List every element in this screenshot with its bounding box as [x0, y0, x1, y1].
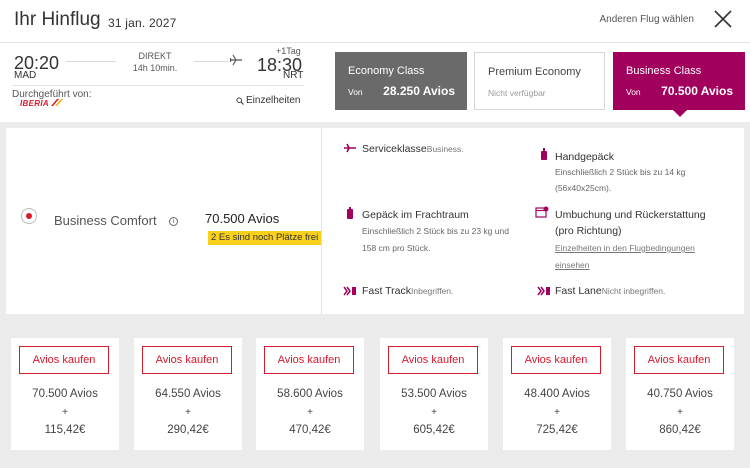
hand-baggage-line2: (56x40x25cm).	[555, 183, 612, 193]
feature-note: Inbegriffen.	[411, 286, 454, 296]
feature-title: Fast Track	[362, 285, 412, 297]
flight-header: Ihr Hinflug 31 jan. 2027 Anderen Flug wä…	[0, 0, 750, 122]
buy-avios-button[interactable]: Avios kaufen	[511, 346, 601, 374]
details-link[interactable]: Einzelheiten	[246, 95, 301, 106]
day-offset: +1Tag	[276, 46, 301, 56]
option-plus: +	[62, 407, 68, 418]
option-plus: +	[431, 407, 437, 418]
feature-note: Business.	[426, 144, 464, 154]
avios-option-card: Avios kaufen 53.500 Avios + 605,42€	[380, 338, 488, 450]
buy-avios-button[interactable]: Avios kaufen	[634, 346, 724, 374]
checked-baggage-line2: 158 cm pro Stück.	[362, 243, 431, 253]
fare-name: Business Comfort	[54, 213, 157, 228]
seats-left-badge: 2 Es sind noch Plätze frei	[208, 231, 322, 245]
cabin-name: Economy Class	[348, 65, 425, 77]
feature-hand-baggage-title: Handgepäck	[555, 151, 614, 163]
feature-fast-track: Fast TrackInbegriffen.	[362, 285, 453, 297]
arrival-time: 18:30	[257, 55, 303, 75]
panel-divider	[321, 128, 322, 314]
buy-avios-button[interactable]: Avios kaufen	[19, 346, 109, 374]
option-avios: 53.500 Avios	[401, 388, 467, 400]
option-price: 860,42€	[659, 424, 701, 436]
cabin-from-label: Von	[348, 87, 363, 97]
plane-icon	[230, 54, 242, 66]
cabin-business-button[interactable]: Business Class Von 70.500 Avios	[613, 52, 745, 110]
feature-checked-baggage-title: Gepäck im Frachtraum	[362, 209, 469, 221]
flight-date: 31 jan. 2027	[108, 16, 177, 30]
feature-changes-title: Umbuchung und Rückerstattung	[555, 209, 706, 221]
arrival-airport: NRT	[283, 70, 304, 81]
option-price: 605,42€	[413, 424, 455, 436]
selected-cabin-indicator	[673, 110, 687, 117]
option-price: 115,42€	[44, 424, 86, 436]
cabin-unavailable-label: Nicht verfügbar	[488, 88, 546, 98]
fast-lane-icon	[537, 286, 550, 296]
option-plus: +	[185, 407, 191, 418]
cabin-name: Business Class	[626, 65, 702, 77]
header-divider	[0, 42, 750, 43]
hand-baggage-icon	[541, 148, 547, 160]
option-avios: 40.750 Avios	[647, 388, 713, 400]
option-plus: +	[307, 407, 313, 418]
avios-option-card: Avios kaufen 70.500 Avios + 115,42€	[11, 338, 119, 450]
hand-baggage-line1: Einschließlich 2 Stück bis zu 14 kg	[555, 167, 686, 177]
airplane-seat-icon	[344, 143, 356, 153]
stops-label: DIREKT	[138, 51, 172, 61]
fare-rules-link-cont[interactable]: einsehen	[555, 260, 590, 270]
route-line-left	[66, 61, 116, 62]
feature-title: Fast Lane	[555, 285, 602, 297]
cabin-price: 28.250 Avios	[383, 84, 455, 98]
feature-title: Serviceklasse	[362, 143, 427, 155]
departure-time: 20:20	[14, 53, 60, 73]
cabin-premium-economy-button: Premium Economy Nicht verfügbar	[474, 52, 605, 110]
avios-option-card: Avios kaufen 64.550 Avios + 290,42€	[134, 338, 242, 450]
flight-divider	[12, 85, 304, 86]
close-icon[interactable]	[712, 8, 734, 30]
fare-radio[interactable]	[21, 208, 37, 224]
buy-avios-button[interactable]: Avios kaufen	[388, 346, 478, 374]
option-plus: +	[677, 407, 683, 418]
checked-baggage-line1: Einschließlich 2 Stück bis zu 23 kg und	[362, 226, 509, 236]
cabin-name: Premium Economy	[488, 66, 581, 78]
option-price: 290,42€	[167, 424, 209, 436]
info-icon[interactable]: i	[169, 217, 178, 226]
avios-option-card: Avios kaufen 40.750 Avios + 860,42€	[626, 338, 734, 450]
fare-panel	[6, 128, 744, 314]
option-plus: +	[554, 407, 560, 418]
feature-fast-lane: Fast LaneNicht inbegriffen.	[555, 285, 665, 297]
feature-service-class: ServiceklasseBusiness.	[362, 143, 464, 155]
option-avios: 70.500 Avios	[32, 388, 98, 400]
operated-by-label: Durchgeführt von:	[12, 89, 92, 100]
cabin-economy-button[interactable]: Economy Class Von 28.250 Avios	[335, 52, 467, 110]
checked-baggage-icon	[347, 207, 353, 219]
buy-avios-button[interactable]: Avios kaufen	[142, 346, 232, 374]
departure-airport: MAD	[14, 70, 37, 81]
fare-radio-selected	[26, 213, 32, 219]
buy-avios-button[interactable]: Avios kaufen	[264, 346, 354, 374]
iberia-logo-mark-icon	[51, 99, 63, 106]
other-flight-link[interactable]: Anderen Flug wählen	[599, 14, 694, 25]
cabin-price: 70.500 Avios	[661, 84, 733, 98]
page-title: Ihr Hinflug	[14, 9, 101, 30]
feature-changes-subtitle: (pro Richtung)	[555, 225, 622, 237]
fare-rules-link[interactable]: Einzelheiten in den Flugbedingungen	[555, 243, 695, 253]
cabin-from-label: Von	[626, 87, 641, 97]
calendar-change-icon	[535, 206, 549, 218]
route-line-right	[194, 61, 228, 62]
magnifier-icon	[236, 97, 244, 105]
fast-track-icon	[343, 286, 356, 296]
avios-option-card: Avios kaufen 58.600 Avios + 470,42€	[256, 338, 364, 450]
flight-duration: 14h 10min.	[132, 63, 178, 73]
option-avios: 64.550 Avios	[155, 388, 221, 400]
avios-option-card: Avios kaufen 48.400 Avios + 725,42€	[503, 338, 611, 450]
option-price: 725,42€	[536, 424, 578, 436]
feature-note: Nicht inbegriffen.	[601, 286, 666, 296]
option-avios: 48.400 Avios	[524, 388, 590, 400]
option-avios: 58.600 Avios	[277, 388, 343, 400]
option-price: 470,42€	[289, 424, 331, 436]
fare-avios: 70.500 Avios	[205, 211, 280, 226]
carrier-logo: IBERIA	[20, 99, 49, 108]
